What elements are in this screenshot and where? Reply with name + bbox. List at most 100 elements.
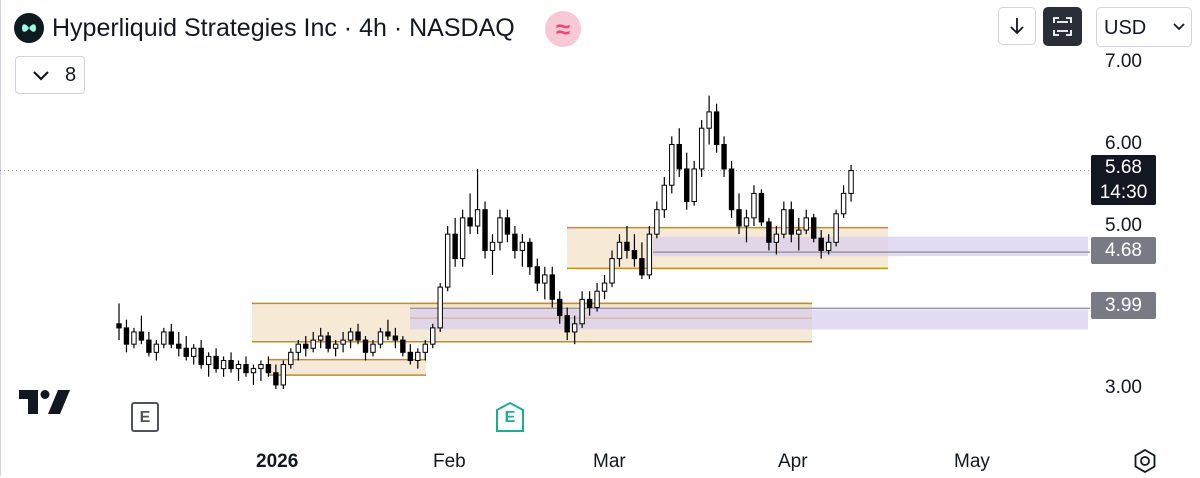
candle-down <box>631 249 638 260</box>
candle-down <box>549 274 555 300</box>
demand-zone <box>268 359 426 376</box>
candle-down <box>527 241 533 268</box>
candle-down <box>504 217 511 235</box>
candle-up <box>370 343 376 353</box>
earnings-marker-upcoming[interactable]: E <box>496 401 524 432</box>
candle-down <box>482 209 488 251</box>
candle-up <box>310 339 316 349</box>
earnings-letter: E <box>504 409 516 426</box>
candle-up <box>542 274 548 284</box>
candle-down <box>818 237 824 251</box>
candle-up <box>235 364 242 370</box>
candle-up <box>646 233 653 276</box>
candle-up <box>848 170 854 194</box>
candle-down <box>736 209 742 227</box>
level-zone <box>653 236 1088 257</box>
time-axis-label: May <box>954 451 990 472</box>
candle-down <box>713 111 720 145</box>
chart-left-border <box>0 0 1 476</box>
candle-up <box>803 217 809 231</box>
price-axis-label: 5.00 <box>1105 215 1142 236</box>
candle-down <box>400 339 406 353</box>
candle-down <box>766 221 772 243</box>
candle-up <box>295 343 301 353</box>
earnings-marker[interactable]: E <box>131 402 159 432</box>
candle-up <box>444 233 451 288</box>
candle-down <box>265 364 272 374</box>
candle-up <box>669 144 675 186</box>
candle-down <box>534 266 541 284</box>
candle-down <box>676 144 682 170</box>
candle-down <box>407 351 414 361</box>
candle-down <box>273 372 279 386</box>
candle-down <box>512 233 518 251</box>
level-price-tag: 4.68 <box>1091 237 1156 264</box>
download-button[interactable] <box>998 7 1036 45</box>
fullscreen-button[interactable] <box>1043 7 1082 46</box>
candle-up <box>497 217 503 243</box>
candle-down <box>811 217 817 239</box>
candle-down <box>557 298 563 317</box>
last-price-tag: 5.68 14:30 <box>1091 155 1156 205</box>
candle-up <box>579 298 585 325</box>
candle-down <box>452 233 458 260</box>
candle-down <box>362 339 369 353</box>
candle-down <box>303 343 309 349</box>
candle-up <box>616 241 623 260</box>
earnings-letter: E <box>139 409 151 426</box>
arrow-down-icon <box>1010 18 1024 35</box>
candle-down <box>213 355 219 370</box>
time-axis-label: Apr <box>778 451 808 472</box>
candle-up <box>840 192 847 215</box>
settings-icon[interactable] <box>1133 448 1157 478</box>
price-axis-label: 3.00 <box>1105 377 1142 398</box>
candle-down <box>183 347 189 357</box>
candle-up <box>459 217 466 260</box>
candle-up <box>773 233 780 243</box>
candle-up <box>519 241 526 251</box>
candle-up <box>609 258 615 284</box>
candle-down <box>639 258 645 276</box>
candle-down <box>228 359 234 370</box>
candle-up <box>347 331 354 341</box>
candle-up <box>191 347 197 357</box>
candle-up <box>415 351 421 361</box>
candle-down <box>624 241 630 251</box>
chart-header: Hyperliquid Strategies Inc · 4h · NASDAQ… <box>0 0 1200 100</box>
time-axis-label: Mar <box>593 451 626 472</box>
candle-up <box>153 343 160 353</box>
candle-down <box>198 347 204 366</box>
level-price-tag: 3.99 <box>1091 292 1156 319</box>
legend-collapse-button[interactable]: 8 <box>15 56 85 94</box>
candle-up <box>691 168 697 203</box>
price-axis-label: 7.00 <box>1105 51 1142 72</box>
level-zone <box>410 309 1088 330</box>
chart-title: Hyperliquid Strategies Inc · 4h · NASDAQ <box>52 14 515 42</box>
hyperliquid-logo-icon <box>14 13 44 43</box>
chevron-down-icon <box>33 71 49 81</box>
candle-up <box>340 339 346 345</box>
currency-label: USD <box>1104 17 1147 39</box>
candle-up <box>317 335 324 341</box>
candle-up <box>258 364 264 370</box>
candle-down <box>355 331 361 341</box>
candle-down <box>788 209 794 235</box>
candle-down <box>728 168 735 211</box>
candle-up <box>437 286 443 329</box>
candle-down <box>684 168 690 203</box>
candle-up <box>796 229 802 235</box>
candle-up <box>654 209 660 235</box>
candle-up <box>489 241 496 251</box>
candle-up <box>422 343 428 353</box>
candle-down <box>586 298 593 309</box>
currency-select[interactable]: USD <box>1096 7 1192 47</box>
pink-waves-icon[interactable]: ≈ <box>545 11 581 47</box>
candle-up <box>833 213 839 243</box>
candle-up <box>706 111 712 129</box>
last-price-value: 5.68 <box>1105 157 1142 178</box>
tradingview-logo-icon[interactable] <box>19 390 71 419</box>
candle-up <box>698 127 705 170</box>
indicator-count: 8 <box>65 64 77 86</box>
candle-down <box>721 144 727 170</box>
